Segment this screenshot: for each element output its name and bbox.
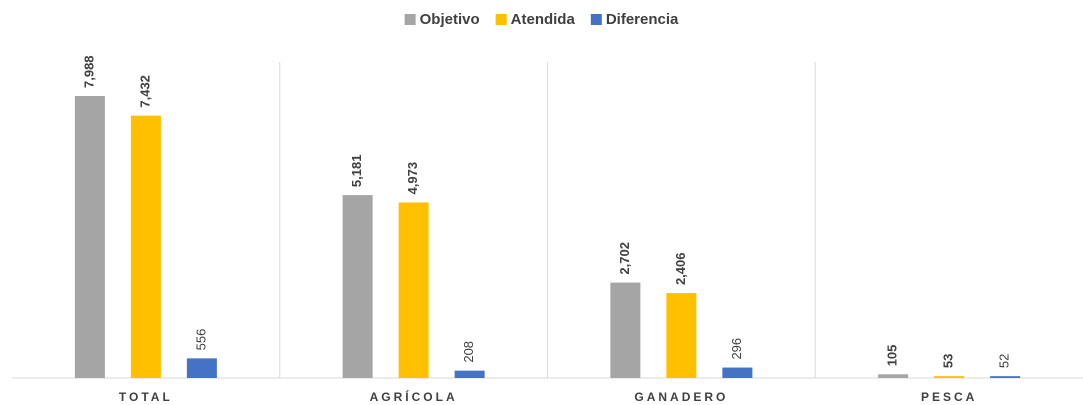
data-label: 7,988 bbox=[81, 55, 96, 88]
data-label: 2,702 bbox=[617, 242, 632, 275]
data-label: 556 bbox=[193, 329, 208, 351]
data-label: 52 bbox=[997, 354, 1012, 368]
bar bbox=[130, 115, 161, 378]
bar bbox=[342, 195, 373, 378]
data-label: 7,432 bbox=[137, 75, 152, 108]
bar bbox=[74, 96, 105, 378]
legend: Objetivo Atendida Diferencia bbox=[404, 11, 679, 28]
bar bbox=[934, 376, 965, 378]
legend-label: Diferencia bbox=[606, 11, 679, 28]
data-label: 5,181 bbox=[349, 155, 364, 188]
legend-swatch bbox=[495, 14, 507, 25]
legend-label: Atendida bbox=[511, 11, 576, 28]
bar bbox=[610, 282, 641, 378]
legend-swatch bbox=[590, 14, 602, 25]
bar bbox=[990, 376, 1021, 378]
bar bbox=[666, 293, 697, 378]
legend-label: Objetivo bbox=[420, 11, 480, 28]
data-label: 53 bbox=[941, 354, 956, 368]
data-label: 4,973 bbox=[405, 162, 420, 195]
bar bbox=[186, 358, 217, 378]
bar bbox=[722, 367, 753, 378]
x-tick-label: PESCA bbox=[921, 390, 977, 404]
data-label: 208 bbox=[461, 341, 476, 363]
x-tick-label: TOTAL bbox=[119, 390, 173, 404]
data-label: 105 bbox=[885, 345, 900, 367]
x-tick-label: AGRÍCOLA bbox=[370, 389, 458, 404]
data-label: 2,406 bbox=[673, 253, 688, 286]
bar bbox=[398, 202, 429, 378]
bar bbox=[454, 370, 485, 378]
bar bbox=[878, 374, 909, 378]
x-tick-label: GANADERO bbox=[634, 390, 728, 404]
legend-swatch bbox=[404, 14, 416, 25]
data-label: 296 bbox=[729, 338, 744, 360]
